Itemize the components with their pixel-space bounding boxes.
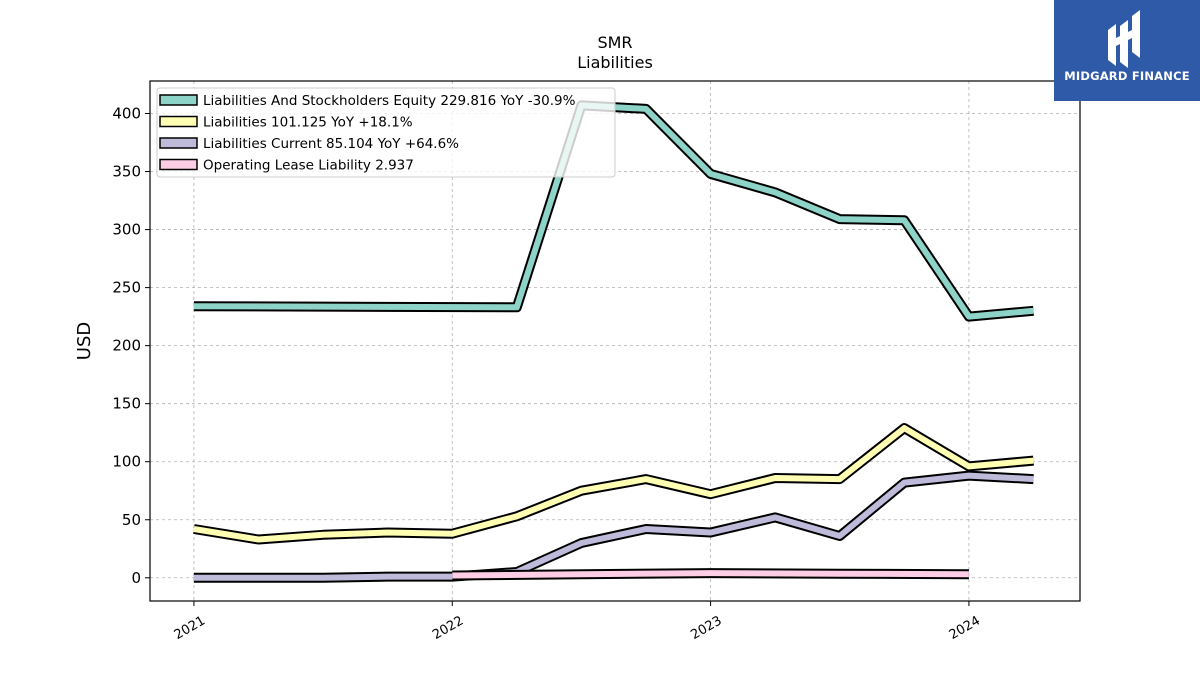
legend-swatch: [159, 137, 198, 149]
series-layer: [193, 100, 1034, 583]
chart-subtitle: Liabilities: [577, 53, 653, 72]
plot-frame: [149, 80, 1081, 602]
series-line: [452, 568, 969, 581]
legend-swatch: [159, 115, 198, 128]
legend-label: Liabilities And Stockholders Equity 229.…: [203, 93, 576, 109]
legend-swatch: [159, 158, 198, 171]
series-line-fill: [193, 102, 1034, 320]
series-line: [193, 423, 1034, 545]
series-line: [193, 470, 1034, 583]
legend-label: Liabilities 101.125 YoY +18.1%: [203, 115, 413, 131]
logo-text: MIDGARD FINANCE: [1064, 69, 1190, 83]
x-tick-label: 2021: [172, 613, 208, 643]
y-axis-label: USD: [74, 322, 95, 360]
y-tick-label: 350: [112, 163, 141, 181]
series-line-fill: [193, 425, 1034, 543]
y-tick-label: 200: [112, 337, 141, 355]
midgard-finance-logo: MIDGARD FINANCE: [1054, 0, 1200, 101]
y-tick-label: 50: [122, 511, 141, 529]
y-tick-label: 0: [131, 569, 141, 587]
series-line-fill: [193, 472, 1034, 581]
y-tick-label: 150: [112, 395, 141, 413]
logo-mark-icon: [1108, 10, 1140, 68]
legend-label: Operating Lease Liability 2.937: [203, 158, 414, 174]
series-outline: [193, 470, 1034, 583]
x-tick-label: 2024: [947, 613, 983, 643]
x-tick-label: 2023: [688, 613, 724, 643]
series-line-fill: [452, 570, 969, 579]
x-tick-label: 2022: [430, 613, 466, 643]
y-tick-label: 300: [112, 221, 141, 239]
y-tick-label: 100: [112, 453, 141, 471]
y-tick-label: 400: [112, 105, 141, 123]
chart-title: SMR: [597, 33, 632, 52]
legend-swatch: [159, 94, 198, 106]
series-line: [193, 100, 1034, 322]
legend: Liabilities And Stockholders Equity 229.…: [156, 87, 616, 178]
legend-box: [156, 87, 616, 178]
y-tick-label: 250: [112, 279, 141, 297]
legend-label: Liabilities Current 85.104 YoY +64.6%: [203, 136, 459, 152]
